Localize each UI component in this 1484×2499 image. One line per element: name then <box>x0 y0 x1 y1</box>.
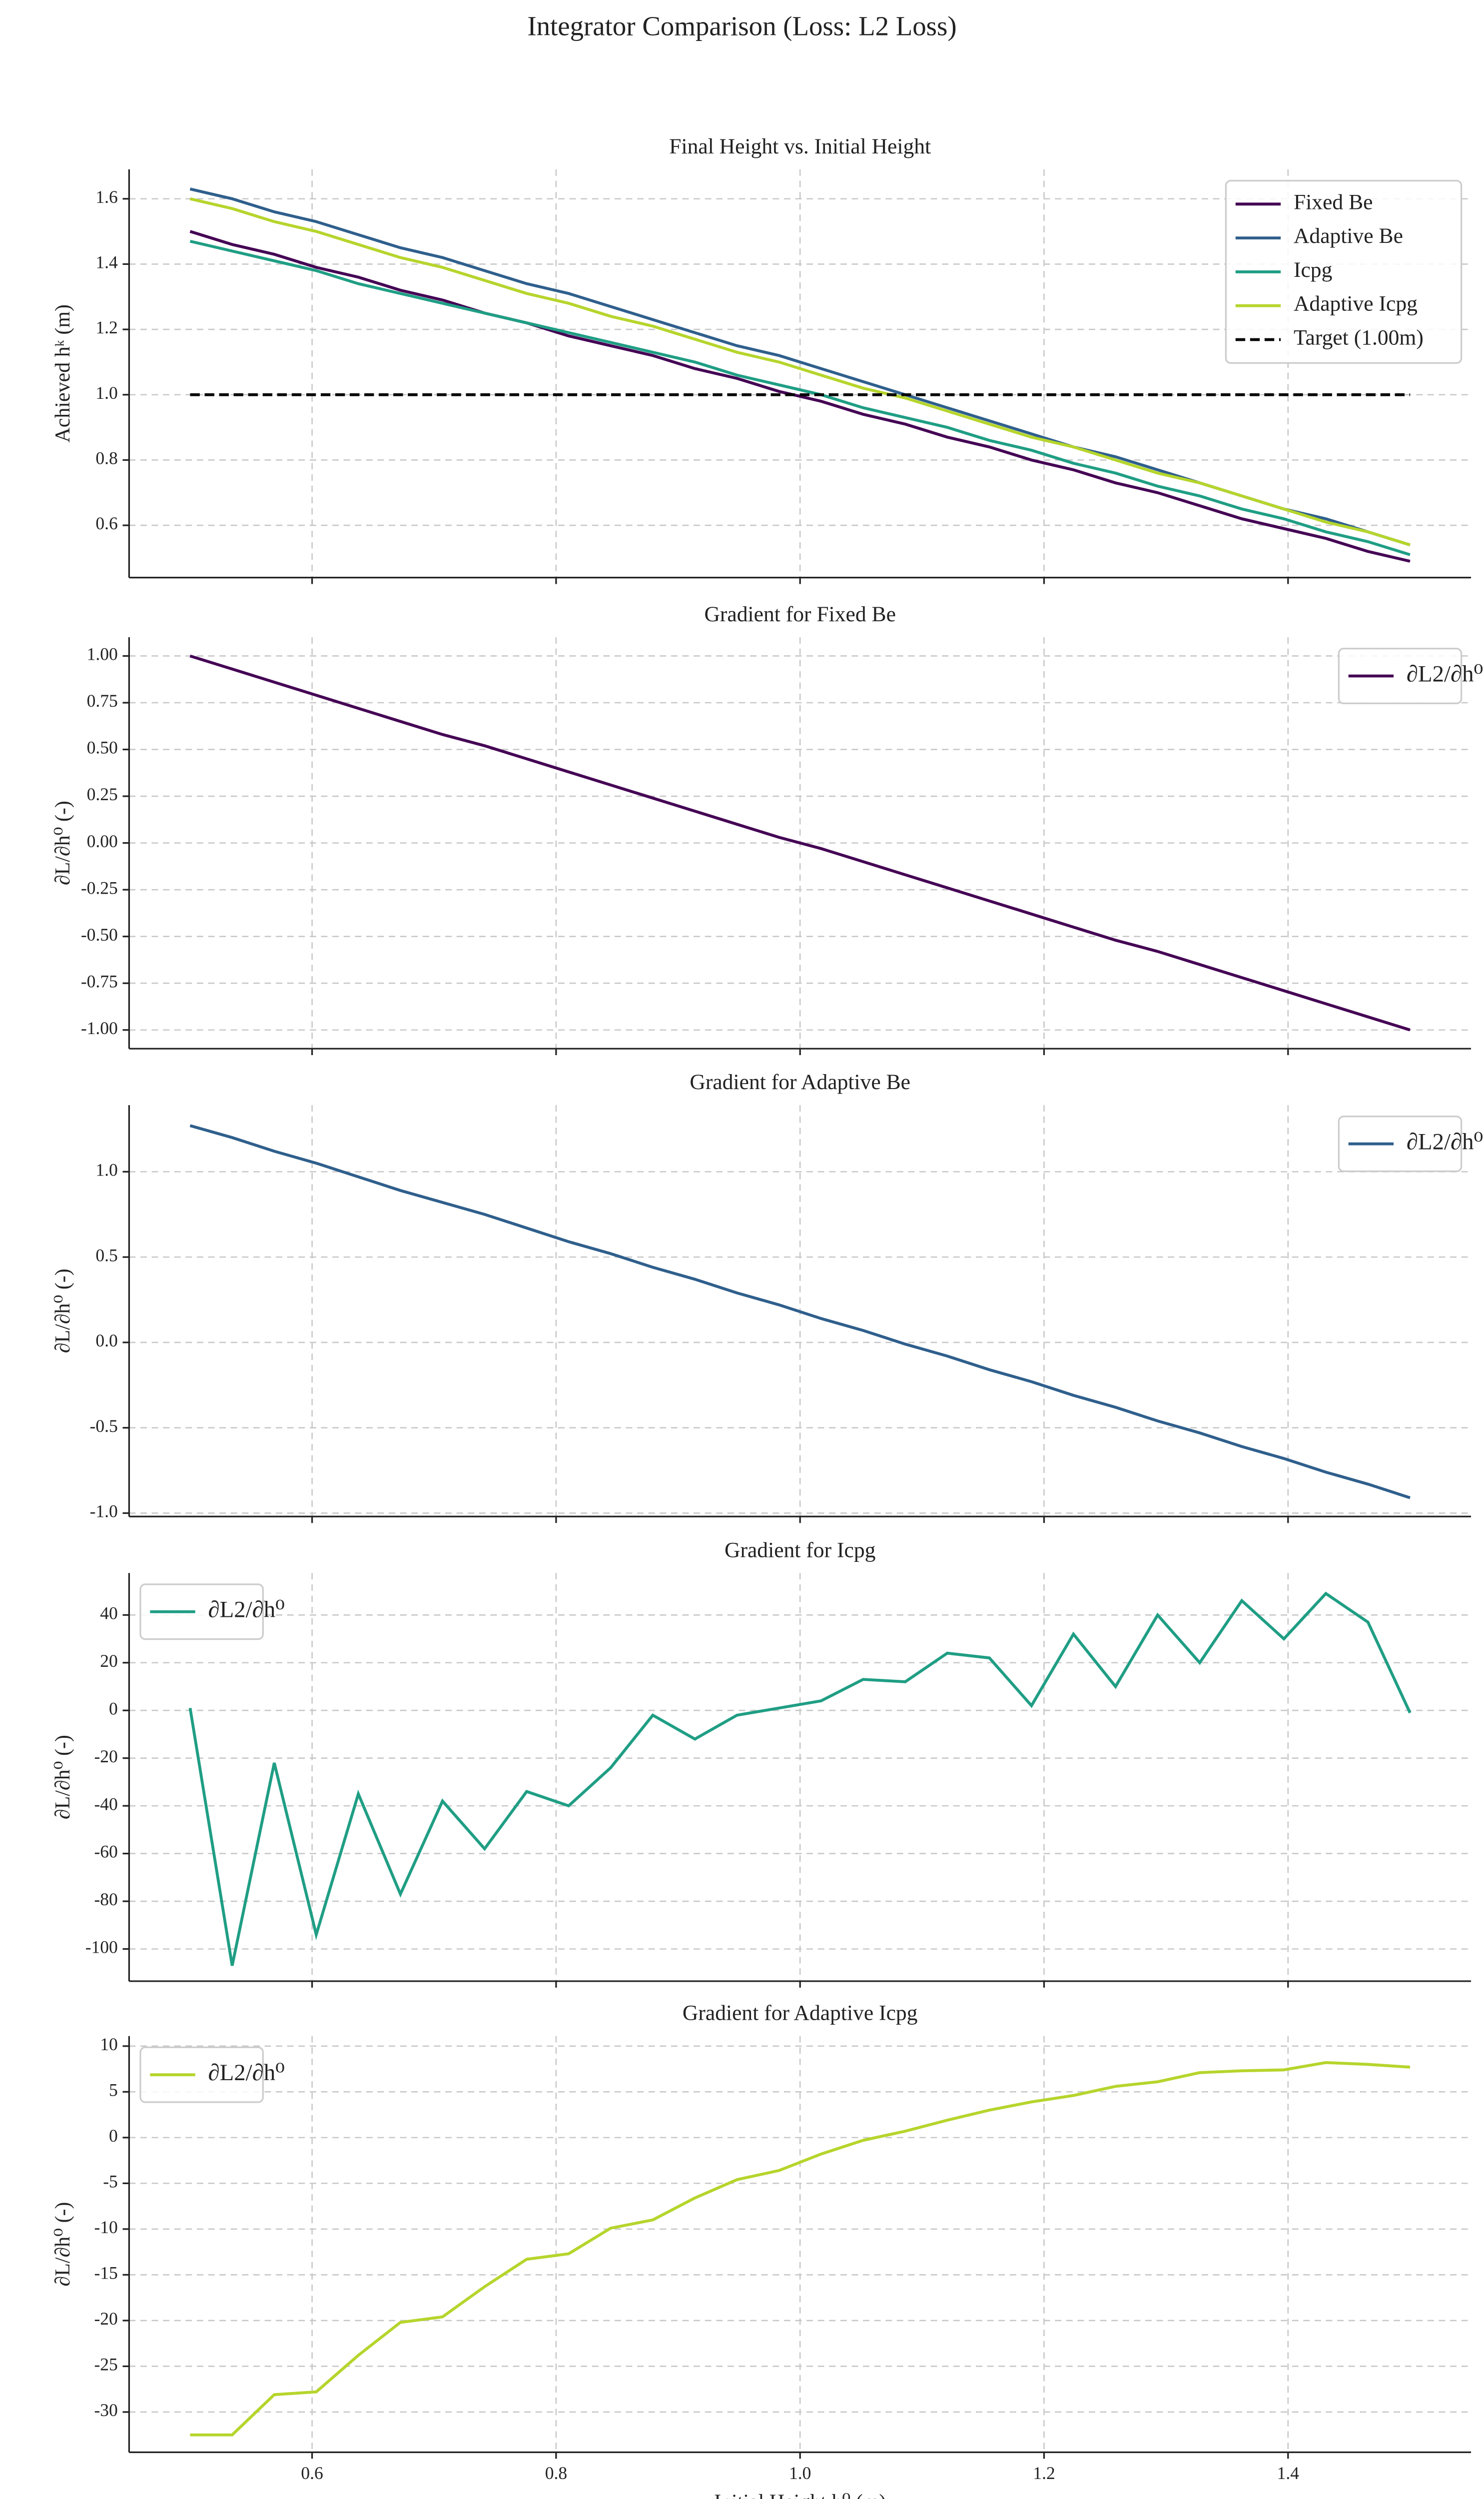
y-tick-label: -60 <box>94 1842 117 1862</box>
subplot-title: Final Height vs. Initial Height <box>669 134 931 158</box>
legend-box <box>139 1583 264 1640</box>
y-tick-label: 0.8 <box>95 448 117 468</box>
y-tick-label: 0.5 <box>95 1245 117 1265</box>
legend-label: ∂L2/∂h⁰ <box>1407 661 1483 687</box>
y-tick-label: -20 <box>94 2309 117 2329</box>
legend-box <box>1338 648 1463 705</box>
legend-box <box>1225 179 1463 364</box>
y-tick-label: 0.6 <box>95 513 117 533</box>
y-axis-label: Achieved hᵏ (m) <box>51 304 74 443</box>
y-tick-label: 1.0 <box>95 383 117 403</box>
y-tick-label: 1.4 <box>95 252 118 272</box>
series-line <box>189 197 1411 547</box>
y-tick-label: -20 <box>94 1746 117 1766</box>
y-tick-label: -80 <box>94 1889 117 1909</box>
y-tick-label: -5 <box>103 2172 118 2192</box>
y-tick-label: 0.25 <box>87 784 118 804</box>
y-tick-label: -1.00 <box>81 1018 118 1038</box>
x-tick-label: 1.4 <box>1277 2463 1300 2483</box>
y-tick-label: 1.00 <box>87 644 118 664</box>
legend-box <box>1338 1116 1463 1173</box>
y-tick-label: 10 <box>100 2034 117 2054</box>
y-tick-label: 1.2 <box>95 317 117 337</box>
y-axis-label: ∂L/∂h⁰ (-) <box>51 1735 74 1819</box>
x-tick-label: 1.2 <box>1033 2463 1055 2483</box>
y-tick-label: 20 <box>100 1651 117 1671</box>
y-axis-label: ∂L/∂h⁰ (-) <box>51 801 74 885</box>
subplot-title: Gradient for Fixed Be <box>704 602 896 626</box>
y-tick-label: -40 <box>94 1794 117 1814</box>
y-tick-label: 0 <box>109 1698 118 1718</box>
y-tick-label: 0.50 <box>87 738 118 758</box>
series-line <box>189 1124 1411 1499</box>
subplot-title: Gradient for Adaptive Be <box>690 1070 910 1094</box>
x-tick-label: 1.0 <box>789 2463 811 2483</box>
series-line <box>189 654 1411 1032</box>
x-axis-label: Initial Height h⁰ (m) <box>714 2491 886 2499</box>
series-line <box>190 2061 1411 2437</box>
legend-label: Fixed Be <box>1294 190 1373 214</box>
y-tick-label: 1.0 <box>95 1160 117 1180</box>
series-line <box>188 1591 1412 1966</box>
y-tick-label: -0.5 <box>90 1416 118 1436</box>
legend-label: ∂L2/∂h⁰ <box>1407 1129 1483 1155</box>
legend-label: ∂L2/∂h⁰ <box>208 1596 285 1622</box>
legend-box <box>139 2046 264 2103</box>
y-axis-label: ∂L/∂h⁰ (-) <box>51 2202 74 2287</box>
legend-label: ∂L2/∂h⁰ <box>208 2060 285 2086</box>
y-tick-label: 1.6 <box>95 187 117 207</box>
y-tick-label: -10 <box>94 2217 117 2237</box>
y-tick-label: -0.50 <box>81 925 118 945</box>
series-line <box>189 230 1411 563</box>
series-line <box>189 239 1411 556</box>
y-tick-label: -1.0 <box>90 1501 118 1521</box>
x-tick-label: 0.8 <box>545 2463 567 2483</box>
y-axis-label: ∂L/∂h⁰ (-) <box>51 1268 74 1353</box>
x-tick-label: 0.6 <box>301 2463 323 2483</box>
figure-title: Integrator Comparison (Loss: L2 Loss) <box>527 11 956 41</box>
y-tick-label: 0 <box>109 2126 118 2146</box>
y-tick-label: 5 <box>109 2080 118 2100</box>
y-tick-label: -30 <box>94 2400 117 2420</box>
y-tick-label: -15 <box>94 2263 117 2283</box>
legend-label: Adaptive Be <box>1294 224 1403 248</box>
y-tick-label: 0.0 <box>95 1330 117 1350</box>
y-tick-label: -100 <box>85 1937 118 1957</box>
y-tick-label: 40 <box>100 1603 117 1623</box>
subplot-title: Gradient for Icpg <box>725 1538 875 1562</box>
legend-label: Adaptive Icpg <box>1294 292 1418 316</box>
y-tick-label: -25 <box>94 2355 117 2375</box>
y-tick-label: -0.25 <box>81 878 118 898</box>
legend-label: Icpg <box>1294 258 1332 282</box>
legend-label: Target (1.00m) <box>1294 325 1424 349</box>
subplot-title: Gradient for Adaptive Icpg <box>683 2001 918 2025</box>
y-tick-label: -0.75 <box>81 971 118 991</box>
y-tick-label: 0.75 <box>87 691 118 711</box>
y-tick-label: 0.00 <box>87 831 118 851</box>
